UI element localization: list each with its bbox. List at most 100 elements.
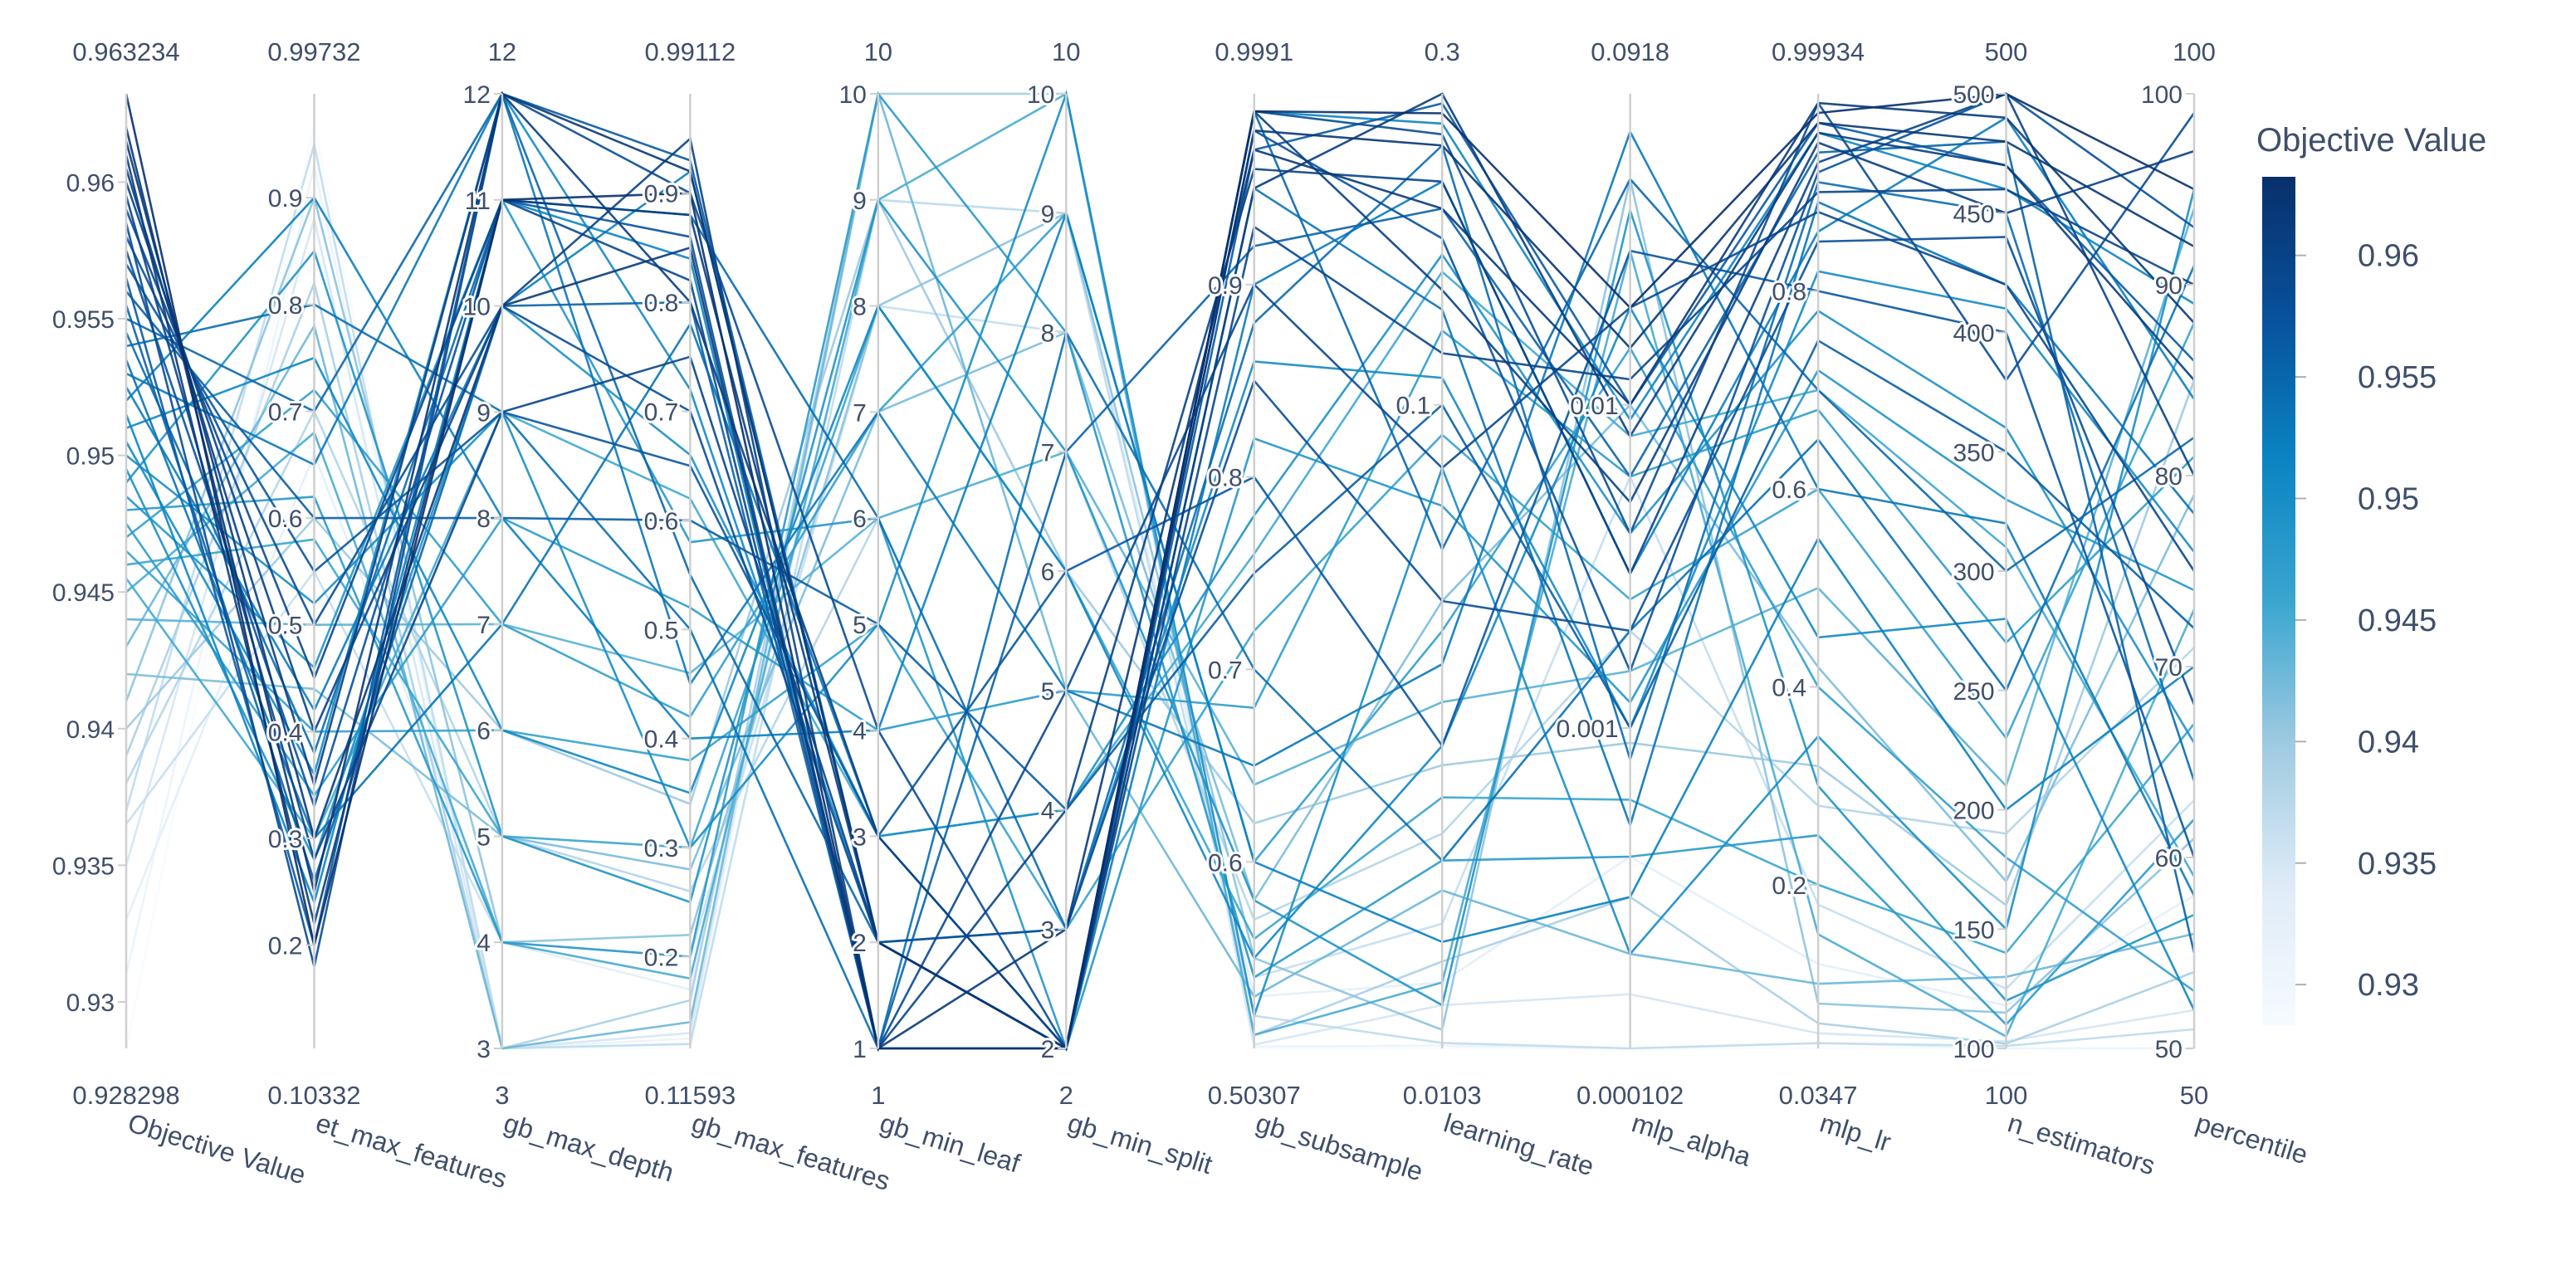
tick-label: 200 [1953, 798, 1994, 825]
tick-label: 0.6 [1772, 476, 1806, 504]
tick-label: 0.7 [268, 398, 303, 426]
tick-label: 0.955 [52, 306, 115, 334]
tick-label: 7 [853, 399, 867, 427]
tick-label: 6 [1041, 559, 1055, 586]
axis-title: gb_max_depth [501, 1107, 677, 1187]
tick-label: 0.5 [268, 613, 303, 640]
colorbar-tick-label: 0.935 [2358, 847, 2437, 882]
tick-label: 80 [2155, 463, 2183, 491]
trial-line [125, 90, 2196, 896]
tick-label: 450 [1953, 201, 1994, 228]
tick-label: 400 [1953, 320, 1994, 348]
axis-min-label: 0.928298 [72, 1081, 179, 1110]
tick-label: 0.4 [268, 719, 303, 746]
trial-line [125, 198, 2195, 1007]
axis-max-label: 0.99112 [644, 37, 736, 66]
tick-label: 0.9 [1208, 272, 1243, 300]
trial-line [125, 188, 2195, 1050]
trial-line [125, 408, 2195, 921]
trial-line [125, 236, 2196, 944]
colorbar-tick-label: 0.955 [2358, 360, 2437, 395]
trial-line [125, 92, 2196, 1051]
axis-max-label: 12 [488, 37, 516, 66]
colorbar: Objective Value 0.93 0.935 0.94 0.945 0.95 0.… [2256, 122, 2486, 1026]
tick-label: 100 [1953, 1036, 1994, 1063]
tick-label: 70 [2155, 654, 2183, 681]
tick-label: 3 [477, 1036, 491, 1063]
tick-label: 8 [477, 506, 491, 533]
tick-label: 500 [1953, 81, 1994, 109]
axis-title: Objective Value [125, 1107, 310, 1190]
axis-max-label: 500 [1985, 37, 2028, 66]
tick-label: 100 [2141, 81, 2183, 109]
axis-min-label: 50 [2180, 1081, 2208, 1110]
tick-label: 4 [853, 718, 867, 745]
tick-label: 0.8 [1208, 465, 1243, 492]
trial-line [125, 101, 2195, 1051]
tick-label: 300 [1953, 559, 1994, 586]
tick-label: 150 [1953, 916, 1994, 944]
tick-label: 10 [463, 294, 491, 321]
tick-label: 8 [853, 294, 867, 321]
tick-label: 10 [838, 81, 866, 109]
axis-max-label: 0.0918 [1591, 37, 1669, 66]
tick-label: 0.4 [1772, 675, 1806, 702]
tick-label: 12 [463, 81, 491, 109]
axis-title: et_max_features [312, 1107, 510, 1194]
tick-label: 11 [465, 188, 491, 215]
axis-min-label: 3 [495, 1081, 509, 1110]
tick-label: 50 [2155, 1036, 2183, 1063]
axis-min-label: 0.000102 [1576, 1081, 1684, 1110]
trial-line [125, 303, 2196, 1011]
axis-min-label: 2 [1059, 1081, 1073, 1110]
tick-label: 0.4 [644, 726, 679, 754]
axis-min-label: 0.0103 [1403, 1081, 1482, 1110]
axis-min-label: 0.10332 [267, 1081, 360, 1110]
tick-label: 5 [853, 612, 867, 639]
axis-title: percentile [2192, 1107, 2311, 1170]
tick-label: 60 [2155, 845, 2183, 872]
axis-title: n_estimators [2004, 1107, 2158, 1180]
tick-label: 7 [477, 612, 491, 639]
tick-label: 0.94 [66, 716, 115, 744]
tick-label: 0.3 [268, 826, 303, 853]
axis-min-label: 1 [871, 1081, 885, 1110]
trial-line [125, 143, 2196, 932]
tick-label: 2 [1041, 1036, 1055, 1063]
tick-label: 8 [1041, 320, 1055, 348]
tick-label: 90 [2155, 272, 2183, 300]
tick-label: 0.93 [66, 989, 115, 1017]
axis-title: gb_subsample [1253, 1107, 1427, 1186]
axis-max-label: 0.963234 [72, 37, 179, 66]
tick-label: 4 [1041, 798, 1055, 825]
trial-line [125, 90, 2196, 1020]
axis-min-label: 0.11593 [644, 1081, 736, 1110]
tick-label: 0.8 [644, 290, 679, 317]
tick-label: 2 [853, 930, 867, 957]
tick-label: 0.6 [268, 506, 303, 533]
tick-label: 0.95 [66, 443, 115, 471]
tick-label: 3 [853, 823, 867, 851]
tick-label: 250 [1953, 678, 1994, 706]
trial-line [125, 197, 2195, 1007]
tick-label: 0.1 [1396, 393, 1430, 420]
trial-line [125, 249, 2196, 858]
trial-line [125, 303, 2196, 955]
axis-max-label: 0.3 [1425, 37, 1460, 66]
axis-title: gb_max_features [688, 1107, 893, 1196]
tick-label: 0.2 [644, 945, 679, 972]
tick-label: 0.2 [1772, 872, 1806, 900]
axis-max-label: 10 [864, 37, 892, 66]
axis-max-label: 0.9991 [1215, 37, 1293, 66]
tick-label: 0.6 [644, 508, 679, 535]
trial-line [125, 291, 2195, 812]
axis-min-label: 100 [1985, 1081, 2028, 1110]
tick-label: 6 [853, 506, 867, 533]
axis-max-label: 10 [1052, 37, 1080, 66]
tick-label: 0.2 [268, 933, 303, 960]
tick-label: 0.9 [268, 185, 303, 212]
tick-label: 10 [1027, 81, 1054, 109]
